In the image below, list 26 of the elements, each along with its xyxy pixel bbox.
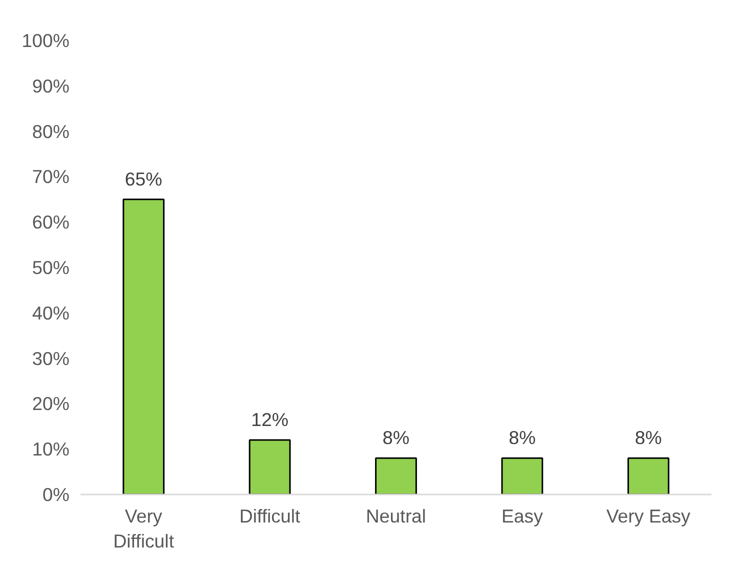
data-label: 8% [634,427,662,448]
y-tick-label: 80% [32,120,70,142]
data-label: 12% [251,409,288,430]
y-tick-label: 30% [32,348,70,369]
x-tick-label: Neutral [366,506,426,526]
bar [248,439,291,494]
x-tick-label: Difficult [239,506,302,526]
x-tick-label: Very Easy [606,506,692,526]
y-tick-label: 100% [22,30,70,51]
y-tick-label: 50% [32,257,70,278]
bar [375,457,417,494]
bar [501,457,544,494]
y-tick-label: 0% [42,484,70,505]
data-label: 65% [124,168,162,190]
bar [122,198,165,494]
x-tick-label: Easy [501,506,544,526]
y-tick-label: 70% [32,166,70,188]
data-label: 8% [508,427,536,448]
y-tick-label: 40% [32,302,70,324]
y-tick-label: 90% [32,75,70,96]
y-tick-label: 10% [32,438,70,460]
y-tick-label: 20% [32,393,70,414]
data-label: 8% [382,427,410,448]
bar [627,457,670,494]
x-tick-label: Very Difficult [113,506,175,552]
y-tick-label: 60% [32,212,70,233]
